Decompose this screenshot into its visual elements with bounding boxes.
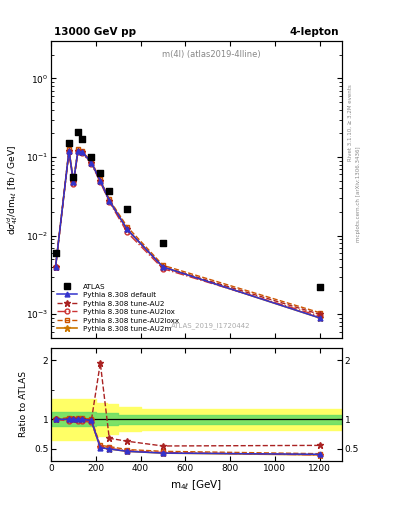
Legend: ATLAS, Pythia 8.308 default, Pythia 8.308 tune-AU2, Pythia 8.308 tune-AU2lox, Py: ATLAS, Pythia 8.308 default, Pythia 8.30… bbox=[55, 281, 181, 334]
Text: Rivet 3.1.10, ≥ 3.2M events: Rivet 3.1.10, ≥ 3.2M events bbox=[348, 84, 353, 161]
Point bbox=[66, 139, 72, 147]
Point bbox=[70, 174, 77, 182]
Y-axis label: Ratio to ATLAS: Ratio to ATLAS bbox=[19, 372, 28, 437]
Point bbox=[106, 187, 112, 195]
Point bbox=[52, 249, 59, 257]
Text: 13000 GeV pp: 13000 GeV pp bbox=[54, 27, 136, 36]
Text: mcplots.cern.ch [arXiv:1306.3436]: mcplots.cern.ch [arXiv:1306.3436] bbox=[356, 147, 361, 242]
Point bbox=[88, 153, 94, 161]
Point bbox=[75, 127, 81, 136]
Text: 4-lepton: 4-lepton bbox=[290, 27, 339, 36]
Point bbox=[124, 205, 130, 213]
Text: m(4l) (atlas2019-4lline): m(4l) (atlas2019-4lline) bbox=[162, 50, 260, 59]
Y-axis label: d$\sigma^{id}_{4\ell}$/dm$_{4\ell}$ [fb / GeV]: d$\sigma^{id}_{4\ell}$/dm$_{4\ell}$ [fb … bbox=[6, 144, 20, 234]
Point bbox=[160, 239, 166, 247]
Point bbox=[79, 135, 86, 143]
Text: ATLAS_2019_I1720442: ATLAS_2019_I1720442 bbox=[171, 322, 251, 329]
Point bbox=[316, 283, 323, 291]
X-axis label: m$_{4\ell}$ [GeV]: m$_{4\ell}$ [GeV] bbox=[171, 478, 222, 492]
Point bbox=[97, 169, 103, 177]
